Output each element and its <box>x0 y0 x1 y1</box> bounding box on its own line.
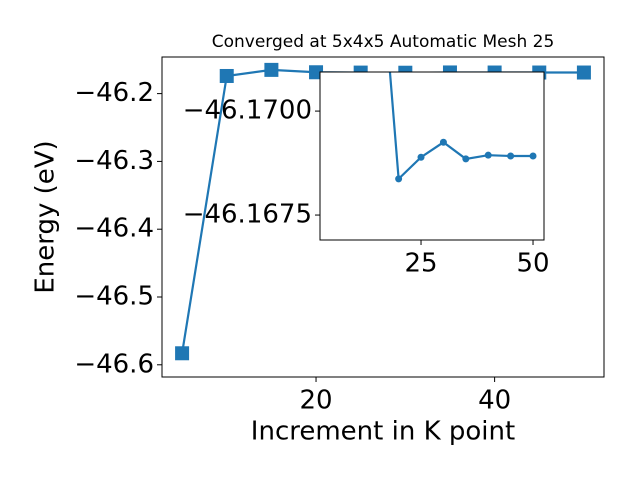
series-line <box>388 72 534 182</box>
x-tick-label: 25 <box>404 249 437 279</box>
marker <box>576 65 591 80</box>
axes-frame <box>161 56 605 378</box>
y-axis-label: Energy (eV) <box>31 140 61 293</box>
chart-title: Converged at 5x4x5 Automatic Mesh 25 <box>212 32 555 52</box>
y-tick-label: −46.2 <box>74 78 154 108</box>
plot-area <box>388 72 537 183</box>
x-tick-label: 40 <box>478 386 511 416</box>
x-axis-label: Increment in K point <box>251 417 515 447</box>
x-tick-label: 20 <box>299 386 332 416</box>
marker <box>507 152 515 160</box>
marker <box>439 138 447 146</box>
y-tick-label: −46.1700 <box>183 96 312 126</box>
y-tick-label: −46.3 <box>74 146 154 176</box>
axes-frame <box>319 71 545 241</box>
marker <box>417 153 425 161</box>
marker <box>462 155 470 163</box>
marker <box>175 346 190 361</box>
x-tick-label: 50 <box>516 249 549 279</box>
y-tick-label: −46.1675 <box>183 200 312 230</box>
marker <box>219 68 234 83</box>
marker <box>529 152 537 160</box>
marker <box>264 62 279 77</box>
marker <box>395 175 403 183</box>
y-tick-label: −46.4 <box>74 214 154 244</box>
y-tick-label: −46.6 <box>74 349 154 379</box>
marker <box>484 151 492 159</box>
y-tick-label: −46.5 <box>74 282 154 312</box>
